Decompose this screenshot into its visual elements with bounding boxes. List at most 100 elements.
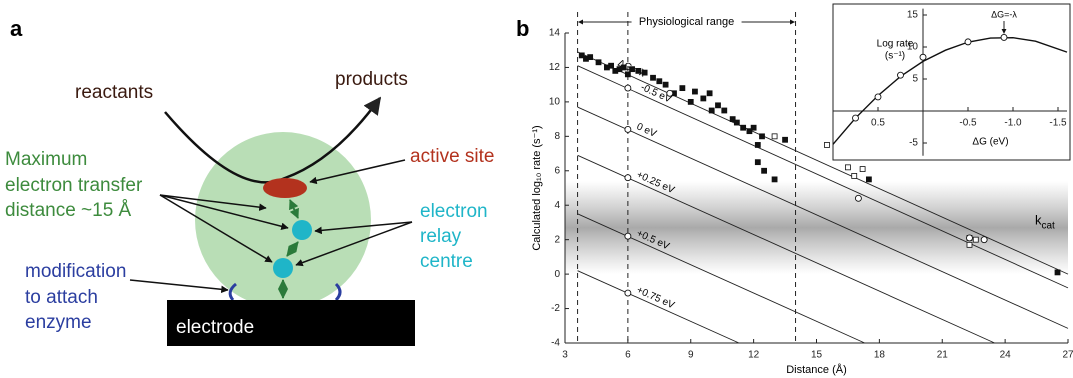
point [595,59,602,66]
x-tick-label: 21 [937,350,949,361]
point [733,119,740,126]
point [624,84,632,92]
inset-chart: -5 5 10 15 0.5 -0.5 -1.0 -1.5 ΔG (eV) Log rate(s⁻… [832,8,1068,156]
y-tick-label: 5 [912,74,918,85]
point [715,102,721,109]
point [624,71,631,78]
inset-frame [832,3,1071,161]
y-tick-label: -5 [909,138,918,149]
line-label: 0 eV [635,121,659,140]
y-axis-unit: (s⁻¹) [885,51,905,62]
range-label-bg [631,14,742,30]
x-tick-label: 18 [874,350,886,361]
x-tick-label: 9 [688,350,694,361]
relay-centre [273,258,293,278]
point [635,67,642,74]
pointer [314,221,413,235]
point [679,85,686,92]
line [577,154,995,344]
point [972,236,979,243]
line [577,270,740,344]
point [851,173,858,179]
point [754,142,761,148]
y-axis-label: Log rate [877,39,914,50]
point [1054,269,1061,276]
point [897,71,904,79]
point [865,176,872,183]
active-site [263,178,307,198]
x-tick-label: -0.5 [959,118,977,129]
point [782,136,788,143]
line [577,65,1069,289]
point [980,236,988,244]
point [754,159,761,166]
panel-label: b [516,16,529,41]
x-axis-label: ΔG (eV) [972,137,1008,148]
reactants-label: reactants [75,82,153,103]
point [964,38,972,46]
point [1000,33,1008,41]
x-tick-label: -1.5 [1049,118,1067,129]
active-site-label: active site [410,146,494,167]
y-tick-label: 4 [554,200,560,211]
point [624,125,632,133]
relay-label: electron [420,201,488,222]
transfer-label: electron transfer [5,175,143,196]
electrode-label: electrode [176,317,254,338]
point [966,241,973,248]
point [740,124,747,131]
point [919,53,927,61]
y-tick-label: 10 [907,42,919,53]
y-tick-label: 14 [549,28,561,39]
pointer [159,194,289,230]
y-tick-label: 2 [554,234,560,245]
point [624,232,632,240]
x-tick-label: 27 [1062,350,1073,361]
kcat-symbol: k [1035,213,1042,228]
point [666,89,674,97]
point [845,164,851,171]
point [608,62,615,69]
point [700,95,707,102]
line-label: +0.75 eV [635,285,677,312]
y-tick-label: 15 [907,10,919,21]
point [629,66,635,73]
relay-label: centre [420,251,473,272]
line [577,106,1069,329]
point [824,142,830,148]
y-tick-label: 6 [554,165,560,176]
point [624,289,632,297]
point [587,54,594,61]
transfer-arrow [289,199,299,219]
point [706,90,713,97]
point [750,124,757,131]
linker [334,282,342,302]
point [692,88,698,95]
point [771,133,778,140]
electrode [167,300,415,346]
range-label: Physiological range [639,16,734,28]
modification-label: to attach [25,287,98,308]
modification-label: modification [25,261,126,282]
y-tick-label: 10 [549,97,561,108]
point [624,174,632,182]
kcat-subscript: cat [1042,220,1056,231]
y-tick-label: -2 [551,303,560,314]
point [656,78,663,85]
y-tick-label: 0 [554,269,560,280]
x-tick-label: 3 [562,350,568,361]
x-tick-label: 6 [625,350,631,361]
pointer [309,159,406,185]
peak-label: ΔG=-λ [991,9,1017,19]
kcat-label: kcat [1035,213,1055,231]
pointer [129,279,229,294]
point [578,52,585,59]
point [746,128,753,135]
transfer-label: Maximum [5,149,87,170]
products-label: products [335,69,408,90]
point [852,114,859,122]
x-tick-label: 0.5 [871,118,885,129]
kcat-band [565,181,1068,275]
transfer-label: distance ~15 Å [5,200,132,221]
x-tick-label: -1.0 [1004,118,1022,129]
